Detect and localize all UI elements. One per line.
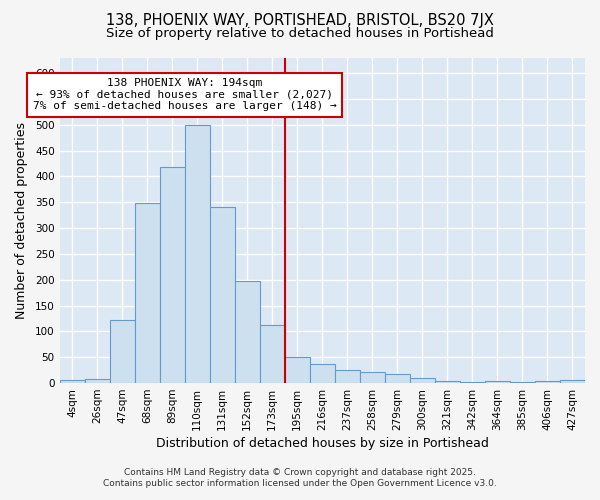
Bar	[160, 166, 185, 383]
Bar	[360, 372, 385, 383]
Bar	[485, 381, 510, 383]
Bar	[335, 370, 360, 383]
Text: Size of property relative to detached houses in Portishead: Size of property relative to detached ho…	[106, 28, 494, 40]
Bar	[385, 374, 410, 383]
Bar	[185, 124, 209, 383]
Y-axis label: Number of detached properties: Number of detached properties	[15, 122, 28, 319]
Bar	[285, 357, 310, 383]
Bar	[59, 380, 85, 383]
Bar	[134, 203, 160, 383]
Bar	[560, 380, 585, 383]
Bar	[260, 324, 285, 383]
Text: 138, PHOENIX WAY, PORTISHEAD, BRISTOL, BS20 7JX: 138, PHOENIX WAY, PORTISHEAD, BRISTOL, B…	[106, 12, 494, 28]
Bar	[110, 320, 134, 383]
Text: Contains HM Land Registry data © Crown copyright and database right 2025.
Contai: Contains HM Land Registry data © Crown c…	[103, 468, 497, 487]
Bar	[410, 378, 435, 383]
Bar	[460, 382, 485, 383]
Bar	[510, 382, 535, 383]
Bar	[209, 208, 235, 383]
Bar	[310, 364, 335, 383]
Bar	[535, 381, 560, 383]
Bar	[435, 381, 460, 383]
Text: 138 PHOENIX WAY: 194sqm
← 93% of detached houses are smaller (2,027)
7% of semi-: 138 PHOENIX WAY: 194sqm ← 93% of detache…	[33, 78, 337, 112]
Bar	[235, 282, 260, 383]
X-axis label: Distribution of detached houses by size in Portishead: Distribution of detached houses by size …	[156, 437, 489, 450]
Bar	[85, 379, 110, 383]
